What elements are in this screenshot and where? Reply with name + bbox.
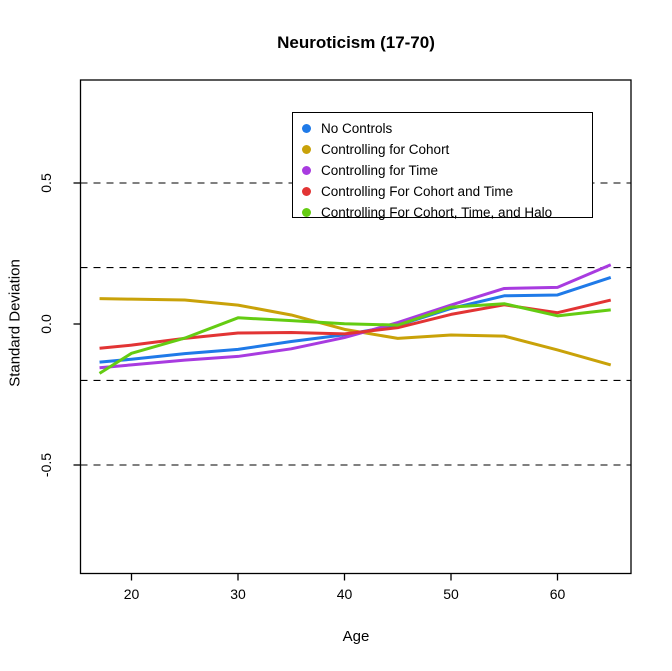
legend-item: Controlling for Cohort	[302, 139, 592, 160]
plot-box	[79, 79, 632, 575]
series-line-4	[98, 302, 611, 375]
x-tick-label: 30	[230, 586, 246, 602]
legend-label: No Controls	[321, 121, 393, 136]
legend-marker-icon	[302, 145, 311, 154]
series-line-2	[99, 263, 612, 370]
series-line-1	[99, 297, 612, 367]
legend-item: Controlling For Cohort, Time, and Halo	[302, 202, 592, 223]
legend-item: Controlling for Time	[302, 160, 592, 181]
y-tick-label: 0.5	[38, 173, 54, 193]
legend-marker-icon	[302, 208, 311, 217]
x-tick-label: 40	[336, 586, 353, 602]
legend-label: Controlling For Cohort, Time, and Halo	[321, 205, 553, 220]
x-tick-label: 20	[123, 586, 140, 602]
legend-marker-icon	[302, 124, 311, 133]
legend-marker-icon	[302, 166, 311, 175]
x-tick-label: 50	[443, 586, 459, 602]
legend-label: Controlling for Cohort	[321, 142, 450, 157]
legend-item: Controlling For Cohort and Time	[302, 181, 592, 202]
y-axis-label: Standard Deviation	[6, 259, 24, 387]
series-line-0	[99, 276, 612, 364]
legend-marker-icon	[302, 187, 311, 196]
x-axis-label: Age	[342, 628, 370, 645]
legend-item: No Controls	[302, 118, 592, 139]
legend-label: Controlling For Cohort and Time	[321, 184, 514, 199]
legend: No Controls Controlling for Cohort Control…	[292, 112, 593, 220]
x-tick-label: 60	[549, 586, 566, 602]
y-tick-label: -0.5	[38, 452, 54, 478]
chart-title: Neuroticism (17-70)	[277, 33, 435, 52]
y-tick-label: 0.0	[38, 314, 54, 334]
legend-label: Controlling for Time	[321, 163, 439, 178]
